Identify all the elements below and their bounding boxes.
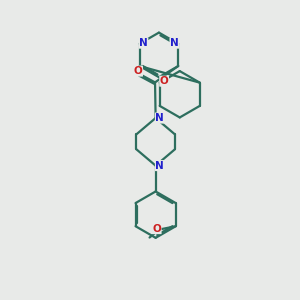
Text: N: N (155, 113, 164, 123)
Text: N: N (139, 38, 148, 48)
Text: O: O (160, 76, 169, 86)
Text: O: O (152, 224, 161, 234)
Text: N: N (170, 38, 179, 48)
Text: O: O (134, 66, 142, 76)
Text: N: N (155, 160, 164, 171)
